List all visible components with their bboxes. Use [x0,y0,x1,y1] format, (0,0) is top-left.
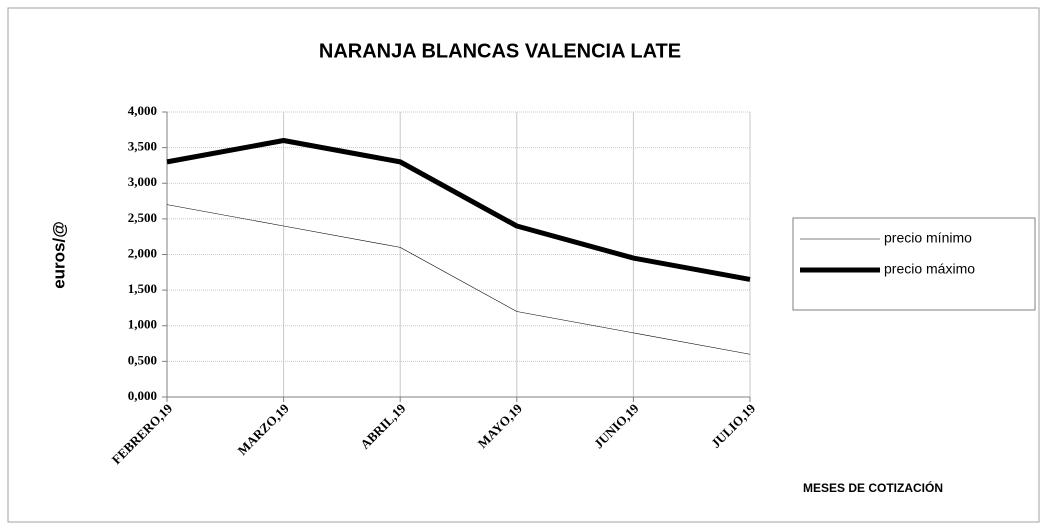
y-tick-label: 2,500 [128,210,157,225]
y-tick-label: 0,500 [128,352,157,367]
y-tick-label: 0,000 [128,388,157,403]
legend-label: precio máximo [884,261,975,277]
y-axis-label: euros/@ [49,221,68,289]
y-tick-label: 1,000 [128,317,157,332]
y-tick-label: 1,500 [128,281,157,296]
y-tick-label: 3,000 [128,174,157,189]
y-tick-label: 3,500 [128,139,157,154]
series-line [166,204,751,355]
y-tick-label: 4,000 [128,103,157,118]
x-axis-label: MESES DE COTIZACIÓN [803,480,943,495]
series-line [166,138,751,282]
y-tick-label: 2,000 [128,245,157,260]
legend [792,217,1036,311]
chart-title: NARANJA BLANCAS VALENCIA LATE [319,40,681,62]
legend-label: precio mínimo [884,230,972,246]
